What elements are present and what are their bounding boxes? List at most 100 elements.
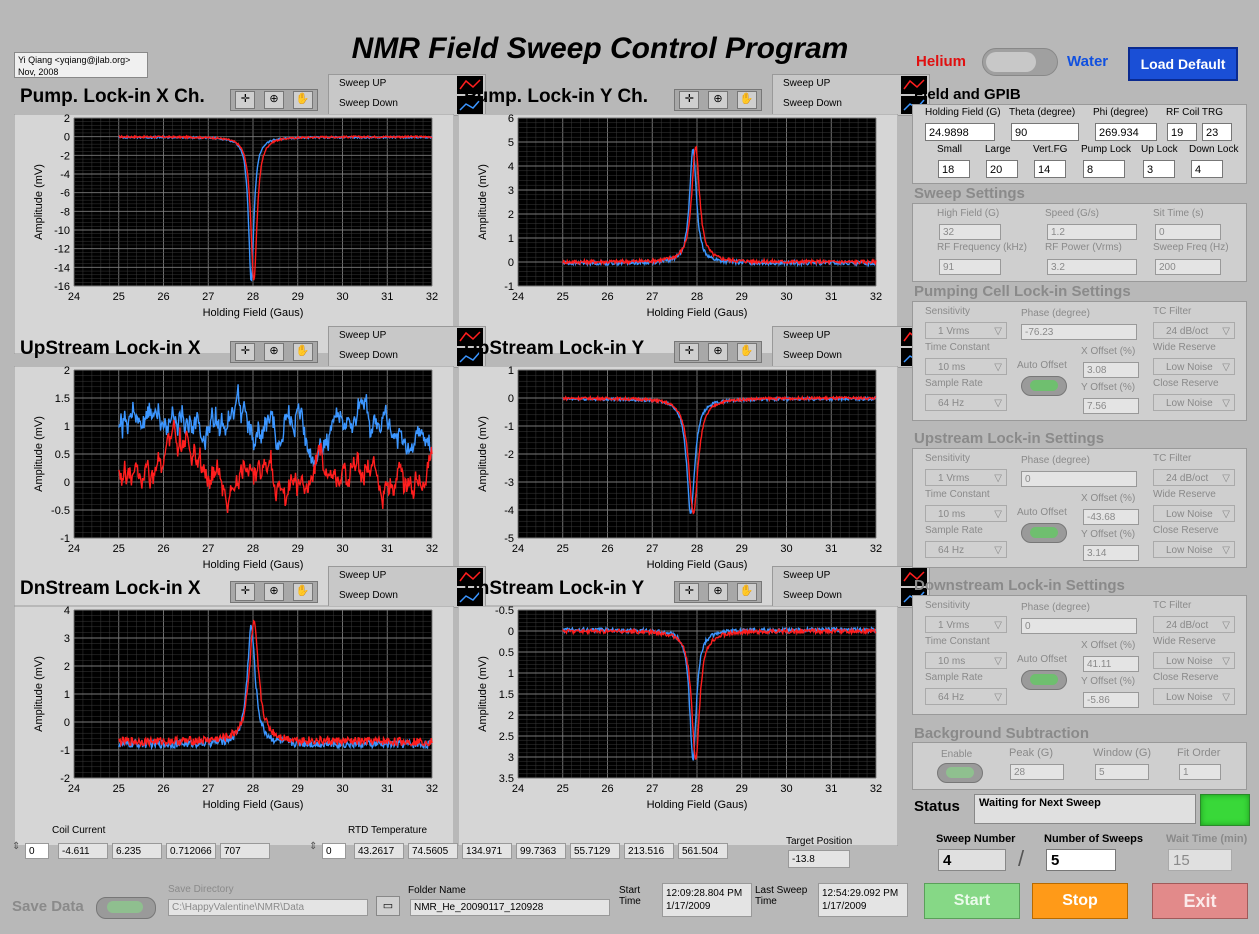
down-lock-input[interactable]: 4	[1191, 160, 1223, 178]
x-offset-input[interactable]: -43.68	[1083, 509, 1139, 525]
zoom-tool-icon[interactable]: ⊕	[263, 583, 284, 601]
phase-input[interactable]: 0	[1021, 471, 1137, 487]
cursor-tool-icon[interactable]: ✛	[235, 91, 256, 109]
speed-input[interactable]: 1.2	[1047, 224, 1137, 240]
y-offset-input[interactable]: -5.86	[1083, 692, 1139, 708]
sensitivity-select[interactable]: 1 Vrms	[925, 322, 1007, 340]
time-constant-select[interactable]: 10 ms	[925, 505, 1007, 523]
large-input[interactable]: 20	[986, 160, 1018, 178]
pan-tool-icon[interactable]: ✋	[736, 583, 757, 601]
auto-offset-toggle[interactable]	[1021, 670, 1067, 690]
y-tick-label: 1.5	[55, 393, 70, 405]
theta-input[interactable]: 90	[1011, 123, 1079, 141]
start-button[interactable]: Start	[924, 883, 1020, 919]
x-offset-input[interactable]: 41.11	[1083, 656, 1139, 672]
y-offset-input[interactable]: 7.56	[1083, 398, 1139, 414]
high-field-input[interactable]: 32	[939, 224, 1001, 240]
close-reserve-select[interactable]: Low Noise	[1153, 394, 1235, 412]
sit-time-input[interactable]: 0	[1155, 224, 1221, 240]
phi-input[interactable]: 269.934	[1095, 123, 1157, 141]
pan-tool-icon[interactable]: ✋	[292, 343, 313, 361]
coil-current-value: 0.712066	[166, 843, 216, 859]
rtd-index-input[interactable]: 0	[322, 843, 346, 859]
chart-dn_x[interactable]: 24 25 26 27 28 29 30 31 32 -2 -1 0 1 2 3 4 Holding Field…	[14, 606, 454, 846]
wide-reserve-select[interactable]: Low Noise	[1153, 505, 1235, 523]
number-of-sweeps-input[interactable]: 5	[1046, 849, 1116, 871]
chart-dn_y[interactable]: 24 25 26 27 28 29 30 31 32 -0.5 0 0.5 1 1.5 2 2.5 3 3.5 Ho…	[458, 606, 898, 846]
stop-button[interactable]: Stop	[1032, 883, 1128, 919]
wide-reserve-select[interactable]: Low Noise	[1153, 358, 1235, 376]
folder-name-input[interactable]: NMR_He_20090117_120928	[410, 899, 610, 916]
legend-up-label: Sweep UP	[783, 570, 831, 581]
x-tick-label: 27	[202, 543, 214, 555]
pan-tool-icon[interactable]: ✋	[736, 343, 757, 361]
small-input[interactable]: 18	[938, 160, 970, 178]
sweep-freq-input[interactable]: 200	[1155, 259, 1221, 275]
rf-coil-input-2[interactable]: 23	[1202, 123, 1232, 141]
legend-up-label: Sweep UP	[783, 330, 831, 341]
save-directory-input[interactable]: C:\HappyValentine\NMR\Data	[168, 899, 368, 916]
close-reserve-select[interactable]: Low Noise	[1153, 688, 1235, 706]
phase-input[interactable]: 0	[1021, 618, 1137, 634]
bg-enable-toggle[interactable]	[937, 763, 983, 783]
zoom-tool-icon[interactable]: ⊕	[263, 343, 284, 361]
auto-offset-toggle[interactable]	[1021, 376, 1067, 396]
y-tick-label: -5	[504, 533, 514, 545]
rf-power-label: RF Power (Vrms)	[1045, 242, 1122, 253]
auto-offset-toggle[interactable]	[1021, 523, 1067, 543]
sensitivity-select[interactable]: 1 Vrms	[925, 616, 1007, 634]
sample-rate-select[interactable]: 64 Hz	[925, 394, 1007, 412]
pump-lock-input[interactable]: 8	[1083, 160, 1125, 178]
tc-filter-select[interactable]: 24 dB/oct	[1153, 322, 1235, 340]
close-reserve-select[interactable]: Low Noise	[1153, 541, 1235, 559]
cursor-tool-icon[interactable]: ✛	[679, 343, 700, 361]
x-tick-label: 26	[601, 783, 613, 795]
rf-coil-input-1[interactable]: 19	[1167, 123, 1197, 141]
coil-index-spinner[interactable]: ⇕	[12, 841, 21, 852]
holding-field-input[interactable]: 24.9898	[925, 123, 995, 141]
bg-peak-input[interactable]: 28	[1010, 764, 1064, 780]
wait-time-input[interactable]: 15	[1168, 849, 1232, 871]
tc-filter-select[interactable]: 24 dB/oct	[1153, 616, 1235, 634]
x-offset-input[interactable]: 3.08	[1083, 362, 1139, 378]
up-lock-input[interactable]: 3	[1143, 160, 1175, 178]
exit-button[interactable]: Exit	[1152, 883, 1248, 919]
sweep-section-title: Sweep Settings	[914, 185, 1025, 202]
cursor-tool-icon[interactable]: ✛	[235, 583, 256, 601]
sample-rate-select[interactable]: 64 Hz	[925, 541, 1007, 559]
rtd-value: 561.504	[678, 843, 728, 859]
phase-input[interactable]: -76.23	[1021, 324, 1137, 340]
cursor-tool-icon[interactable]: ✛	[235, 343, 256, 361]
zoom-tool-icon[interactable]: ⊕	[707, 343, 728, 361]
pan-tool-icon[interactable]: ✋	[736, 91, 757, 109]
save-data-toggle[interactable]	[96, 897, 156, 919]
bg-window-input[interactable]: 5	[1095, 764, 1149, 780]
zoom-tool-icon[interactable]: ⊕	[263, 91, 284, 109]
chart-up_y[interactable]: 24 25 26 27 28 29 30 31 32 -5 -4 -3 -2 -1 0 1 Holding Fi…	[458, 366, 898, 606]
time-constant-select[interactable]: 10 ms	[925, 358, 1007, 376]
folder-browse-icon[interactable]: ▭	[376, 896, 400, 916]
zoom-tool-icon[interactable]: ⊕	[707, 583, 728, 601]
vert-input[interactable]: 14	[1034, 160, 1066, 178]
y-tick-label: -14	[54, 262, 70, 274]
load-default-button[interactable]: Load Default	[1128, 47, 1238, 81]
coil-index-input[interactable]: 0	[25, 843, 49, 859]
time-constant-select[interactable]: 10 ms	[925, 652, 1007, 670]
sensitivity-select[interactable]: 1 Vrms	[925, 469, 1007, 487]
chart-pump_x[interactable]: 24 25 26 27 28 29 30 31 32 -16 -14 -12 -10 -8 -6 -4 -2 0 2…	[14, 114, 454, 354]
rtd-index-spinner[interactable]: ⇕	[309, 841, 318, 852]
y-offset-input[interactable]: 3.14	[1083, 545, 1139, 561]
wide-reserve-select[interactable]: Low Noise	[1153, 652, 1235, 670]
helium-water-switch[interactable]	[982, 48, 1058, 76]
pan-tool-icon[interactable]: ✋	[292, 91, 313, 109]
zoom-tool-icon[interactable]: ⊕	[707, 91, 728, 109]
pan-tool-icon[interactable]: ✋	[292, 583, 313, 601]
bg-fit-input[interactable]: 1	[1179, 764, 1221, 780]
cursor-tool-icon[interactable]: ✛	[679, 91, 700, 109]
tc-filter-select[interactable]: 24 dB/oct	[1153, 469, 1235, 487]
chart-pump_y[interactable]: 24 25 26 27 28 29 30 31 32 -1 0 1 2 3 4 5 6 Holding Field…	[458, 114, 898, 354]
rf-power-input[interactable]: 3.2	[1047, 259, 1137, 275]
cursor-tool-icon[interactable]: ✛	[679, 583, 700, 601]
rf-freq-input[interactable]: 91	[939, 259, 1001, 275]
sample-rate-select[interactable]: 64 Hz	[925, 688, 1007, 706]
